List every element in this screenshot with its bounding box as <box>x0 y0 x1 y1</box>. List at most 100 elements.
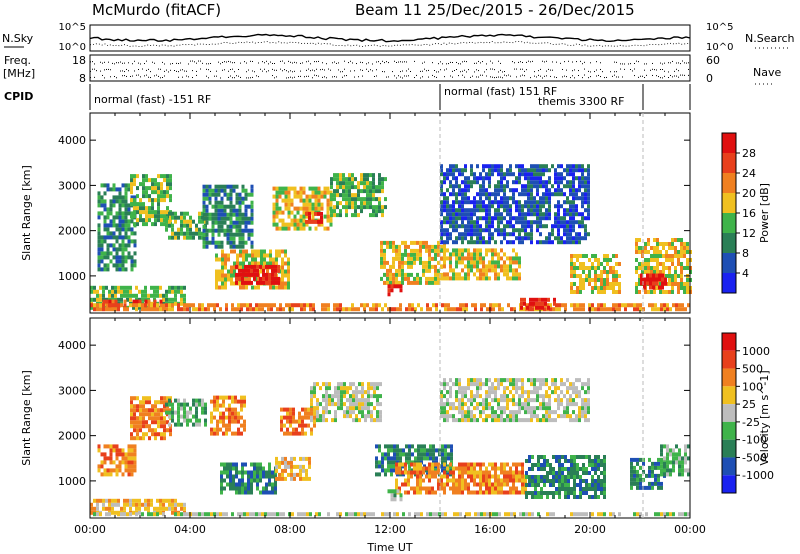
heatmap-cell <box>450 444 453 449</box>
heatmap-cell <box>653 266 656 270</box>
freq-point <box>290 61 291 63</box>
heatmap-cell <box>443 204 446 209</box>
heatmap-cell <box>485 228 488 233</box>
heatmap-cell <box>168 211 171 216</box>
heatmap-cell <box>434 244 437 249</box>
heatmap-cell <box>464 486 467 491</box>
heatmap-cell <box>281 186 285 191</box>
heatmap-cell <box>470 220 473 225</box>
heatmap-cell <box>275 202 279 207</box>
heatmap-cell <box>396 460 399 465</box>
heatmap-cell <box>247 490 250 495</box>
heatmap-cell <box>575 204 578 209</box>
freq-point <box>362 69 363 71</box>
heatmap-cell <box>165 307 168 312</box>
heatmap-cell <box>563 192 566 197</box>
heatmap-cell <box>106 472 110 477</box>
freq-point <box>562 76 563 78</box>
freq-point <box>550 75 551 77</box>
heatmap-cell <box>311 202 315 207</box>
heatmap-cell <box>524 168 527 173</box>
heatmap-cell <box>677 290 680 294</box>
heatmap-cell <box>292 415 295 420</box>
heatmap-cell <box>416 478 419 483</box>
heatmap-cell <box>195 418 198 423</box>
heatmap-cell <box>557 208 560 213</box>
heatmap-cell <box>97 255 101 260</box>
heatmap-cell <box>470 474 473 479</box>
heatmap-cell <box>591 286 594 290</box>
heatmap-cell <box>441 468 444 473</box>
freq-point <box>300 75 301 77</box>
heatmap-cell <box>245 285 248 290</box>
heatmap-cell <box>202 188 206 193</box>
heatmap-cell <box>253 264 256 269</box>
heatmap-cell <box>551 224 554 229</box>
freq-point <box>216 75 217 77</box>
heatmap-cell <box>539 220 542 225</box>
heatmap-cell <box>458 482 461 487</box>
heatmap-cell <box>455 168 458 173</box>
heatmap-cell <box>569 200 572 205</box>
heatmap-cell <box>201 219 204 224</box>
freq-point <box>422 62 423 64</box>
heatmap-cell <box>579 262 582 266</box>
heatmap-cell <box>600 286 603 290</box>
heatmap-cell <box>223 220 227 225</box>
heatmap-cell <box>455 260 458 265</box>
heatmap-cell <box>328 394 331 399</box>
heatmap-cell <box>678 303 681 308</box>
heatmap-cell <box>138 506 141 511</box>
heatmap-cell <box>426 448 429 453</box>
heatmap-cell <box>216 395 219 400</box>
heatmap-cell <box>96 512 99 517</box>
freq-point <box>354 76 355 78</box>
freq-point <box>256 75 257 77</box>
heatmap-cell <box>444 460 447 465</box>
heatmap-cell <box>133 460 137 465</box>
heatmap-cell <box>233 273 236 278</box>
heatmap-cell <box>348 201 351 206</box>
heatmap-cell <box>235 276 238 281</box>
freq-point <box>478 70 479 72</box>
heatmap-cell <box>274 264 277 269</box>
freq-point <box>500 76 501 78</box>
colorbar-tick-label: 24 <box>742 167 756 180</box>
freq-point <box>460 71 461 73</box>
heatmap-cell <box>154 428 157 433</box>
heatmap-cell <box>198 402 201 407</box>
heatmap-cell <box>419 486 422 491</box>
freq-point <box>112 62 113 64</box>
heatmap-cell <box>118 191 122 196</box>
heatmap-cell <box>129 297 132 302</box>
heatmap-cell <box>683 290 686 294</box>
heatmap-cell <box>302 214 306 219</box>
heatmap-cell <box>127 243 131 248</box>
heatmap-cell <box>396 448 399 453</box>
heatmap-cell <box>229 184 233 189</box>
heatmap-cell <box>265 474 268 479</box>
heatmap-cell <box>269 249 272 254</box>
heatmap-cell <box>476 268 479 273</box>
freq-point <box>196 62 197 64</box>
heatmap-cell <box>554 216 557 221</box>
heatmap-cell <box>314 219 317 224</box>
heatmap-cell <box>97 448 101 453</box>
heatmap-cell <box>479 208 482 213</box>
freq-point <box>304 76 305 78</box>
heatmap-cell <box>133 222 136 227</box>
freq-point <box>492 62 493 64</box>
heatmap-cell <box>232 240 236 245</box>
heatmap-cell <box>455 208 458 213</box>
freq-point <box>300 70 301 72</box>
heatmap-cell <box>235 232 239 237</box>
freq-point <box>538 74 539 76</box>
heatmap-cell <box>168 235 171 240</box>
heatmap-cell <box>656 250 659 254</box>
heatmap-cell <box>431 466 434 471</box>
heatmap-cell <box>127 456 131 461</box>
heatmap-cell <box>339 213 342 218</box>
heatmap-cell <box>121 460 125 465</box>
heatmap-cell <box>576 303 579 308</box>
heatmap-cell <box>455 220 458 225</box>
